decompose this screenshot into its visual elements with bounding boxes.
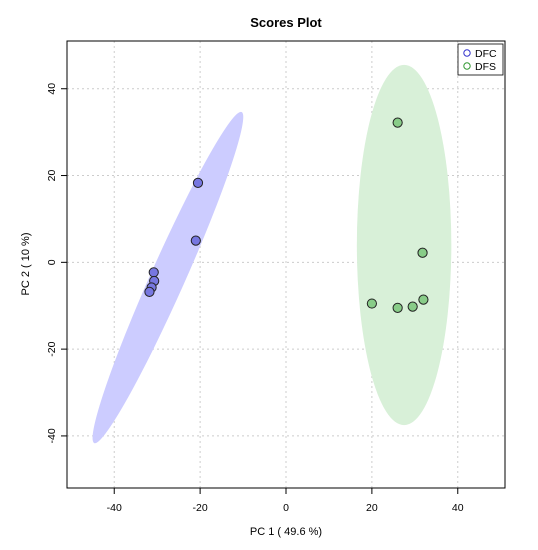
y-axis-ticks: -40 -20 0 20 40 [46,83,67,444]
point-dfc [192,177,204,189]
confidence-ellipses [92,64,452,444]
point-dfs [392,302,403,313]
y-tick-label: 40 [46,83,58,95]
y-tick-label: -20 [46,341,58,356]
point-dfs [366,298,377,309]
x-axis-ticks: -40 -20 0 20 40 [107,488,464,514]
legend-marker-dfs [463,62,471,70]
x-tick-label: 0 [283,502,289,514]
legend-label-dfs: DFS [475,61,496,73]
point-dfc [144,286,155,297]
chart-title: Scores Plot [250,15,322,30]
point-dfs [392,117,403,128]
y-tick-label: 0 [46,259,58,265]
legend-marker-dfc [463,49,471,57]
x-tick-label: -20 [193,502,208,514]
ellipse-dfs [356,64,452,426]
legend-box [457,43,504,76]
legend-label-dfc: DFC [475,48,497,60]
point-dfs [418,294,429,305]
point-dfs [407,301,418,312]
point-dfc [148,267,159,278]
x-tick-label: 40 [452,502,464,514]
x-tick-label: 20 [366,502,378,514]
y-axis-label: PC 2 ( 10 %) [20,233,32,296]
point-dfs [417,247,428,258]
y-tick-label: 20 [46,170,58,182]
x-tick-label: -40 [107,502,122,514]
point-dfc [190,235,201,246]
data-points [144,117,429,313]
ellipse-dfc [92,111,244,444]
legend: DFC DFS [457,43,504,76]
x-axis-label: PC 1 ( 49.6 %) [250,526,322,538]
y-tick-label: -40 [46,428,58,443]
